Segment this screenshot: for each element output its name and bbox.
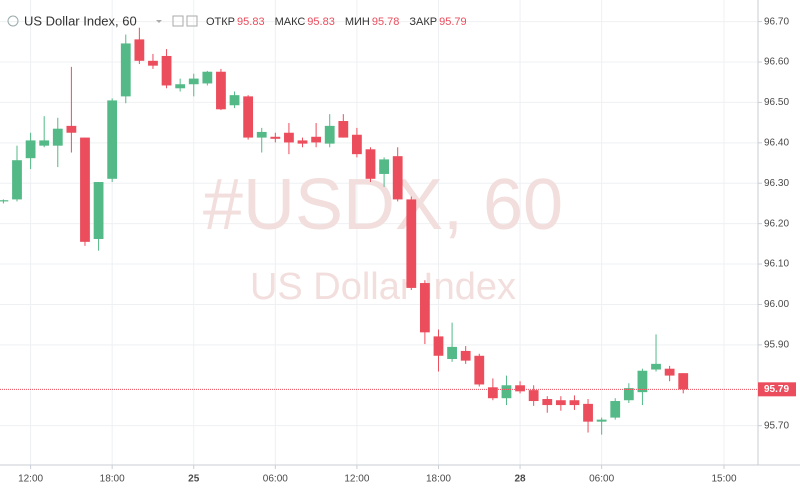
last-price-label: 95.79 [764,384,789,395]
candle-body [311,136,322,143]
candle-body [583,403,593,422]
candle-body [134,39,145,61]
candle-body [610,401,621,418]
candle-body [25,140,36,159]
x-tick-label: 18:00 [100,474,125,485]
candle-body [229,95,240,106]
candle-body [528,390,539,402]
candle-body [256,131,267,138]
candle-body [501,385,512,399]
candle-body [542,399,553,406]
candle-body [93,182,104,240]
candle-body [39,140,50,146]
y-tick-label: 96.40 [764,137,789,148]
candle-body [392,156,403,200]
candle-body [66,125,77,133]
candle-body [161,55,172,86]
x-tick-label: 25 [188,474,200,485]
candle-body [433,336,444,356]
candle-body [12,160,22,200]
ohlc-value: 95.83 [307,16,335,28]
candle-body [419,283,430,333]
ohlc-value: 95.78 [372,16,400,28]
x-tick-label: 06:00 [589,474,614,485]
ohlc-label: МИН [345,16,370,28]
ohlc-label: ОТКР [206,16,235,28]
y-tick-label: 96.70 [764,16,789,27]
x-tick-label: 28 [515,474,527,485]
grid [0,0,758,465]
header: US Dollar Index, 60 ОТКР 95.83 МАКС 95.83 МИ… [7,13,467,28]
candle-body [379,159,389,174]
candle-body [664,368,675,376]
candle-body [243,96,254,138]
x-tick-label: 15:00 [711,474,736,485]
ohlc-value: 95.83 [237,16,265,28]
y-tick-label: 95.90 [764,340,789,351]
candle-body [297,140,308,144]
candle-body [352,134,362,155]
candle-body [52,128,63,146]
candle-body [474,355,485,385]
candle-body [487,387,498,399]
candle-body [447,346,457,360]
ohlc-label: МАКС [275,16,306,28]
candle-body [284,132,294,143]
x-tick-label: 12:00 [344,474,369,485]
y-tick-label: 96.00 [764,299,789,310]
x-tick-label: 12:00 [18,474,43,485]
y-tick-label: 95.70 [764,420,789,431]
candle-body [175,84,186,89]
watermark: #USDX, 60 [203,165,563,245]
candle-body [406,199,417,288]
candle-body [651,363,661,370]
y-tick-label: 96.50 [764,97,789,108]
x-tick-label: 06:00 [263,474,288,485]
icon-button[interactable] [172,15,184,27]
candle-body [0,200,9,202]
candle-body [120,43,131,97]
candle-body [324,125,335,144]
x-tick-label: 18:00 [426,474,451,485]
candles [0,27,758,435]
y-tick-label: 96.60 [764,57,789,68]
candle-body [188,78,199,85]
candle-body [107,100,118,179]
candle-body [555,400,566,406]
candle-body [216,71,226,110]
axes: 95.70 95.90 96.00 96.10 96.20 96.30 96.40 96.50… [18,16,796,485]
candle-body [623,388,634,401]
icon-button[interactable] [186,15,198,27]
candle-body [596,419,607,422]
candle-body [678,373,689,390]
watermark-subtitle: US Dollar Index [250,266,516,308]
ohlc-label: ЗАКР [409,16,437,28]
symbol: US Dollar Index, 60 [24,13,137,28]
candle-body [202,71,213,84]
candle-body [515,385,525,392]
y-tick-label: 96.20 [764,218,789,229]
candle-body [637,370,648,393]
y-tick-label: 96.30 [764,178,789,189]
candle-body [569,400,580,406]
header-icon[interactable] [7,15,19,27]
dropdown[interactable] [156,20,162,23]
candle-body [338,121,349,138]
candle-body [365,149,376,179]
candle-body [270,136,281,139]
candle-body [460,350,471,361]
ohlc-legend: ОТКР 95.83 МАКС 95.83 МИН 95.78 ЗАКР 95.79 [206,16,467,28]
candle-body [80,137,90,242]
candle-body [148,60,158,66]
last-price-badge [758,382,796,397]
y-tick-label: 96.10 [764,259,789,270]
ohlc-value: 95.79 [439,16,467,28]
